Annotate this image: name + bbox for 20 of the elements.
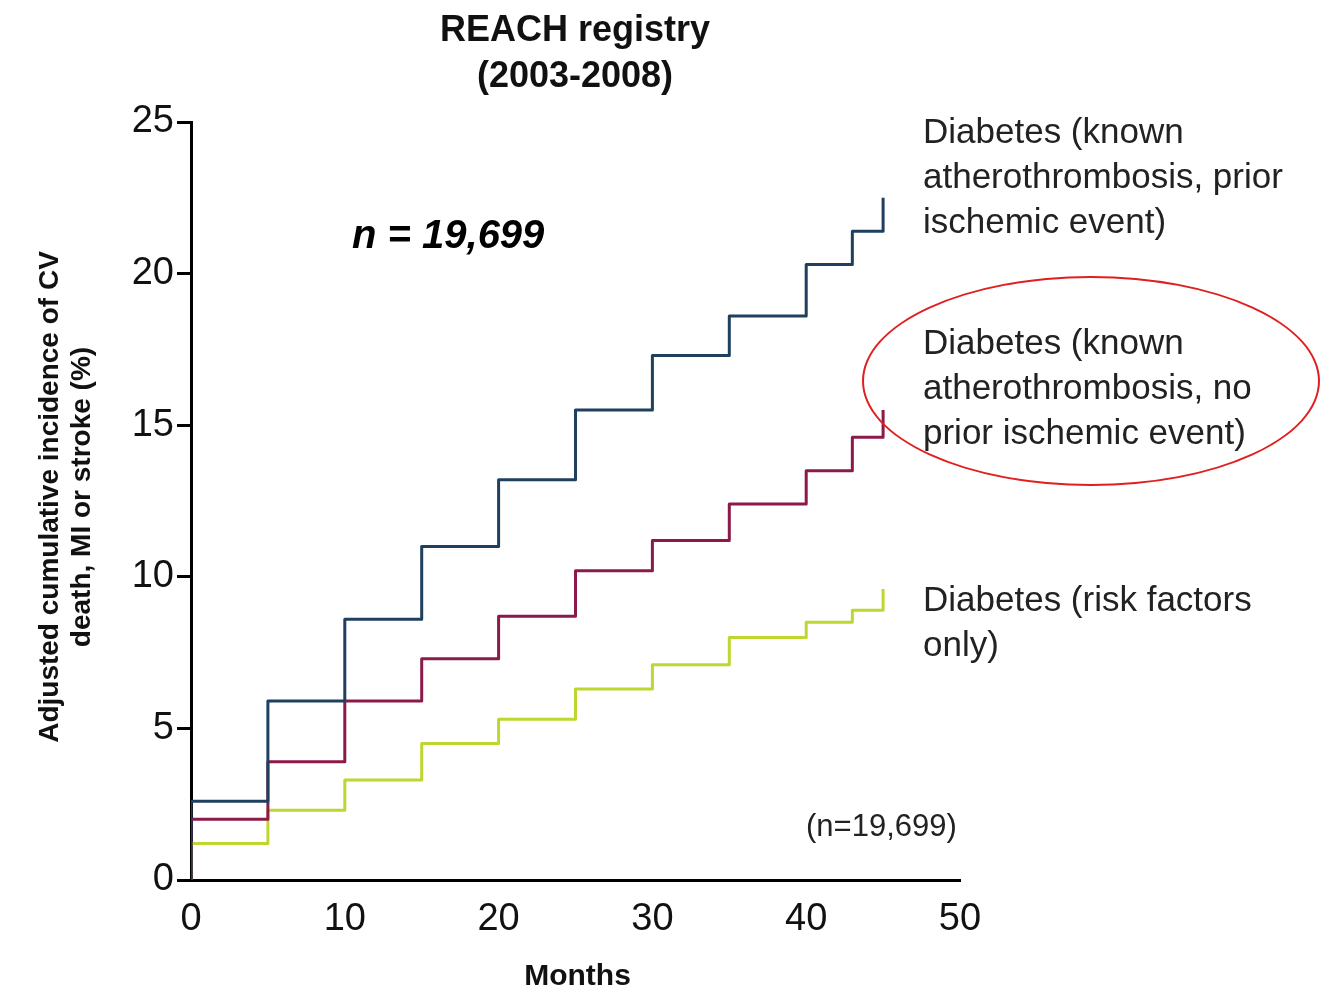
x-tick-label: 50: [938, 896, 982, 939]
y-tick-label: 0: [152, 856, 174, 899]
annotation: (n=19,699): [806, 808, 957, 844]
x-tick-label: 30: [631, 896, 674, 939]
x-tick-label: 0: [180, 896, 202, 939]
x-tick-label: 20: [477, 896, 520, 939]
series-label: Diabetes (known atherothrombosis, prior ischemic event): [923, 110, 1284, 242]
y-tick-label: 10: [131, 553, 174, 596]
annotation: n = 19,699: [352, 212, 545, 257]
y-axis-title: Adjusted cumulative incidence of CV death, MI or stroke (%): [33, 250, 97, 745]
x-tick-label: 10: [323, 896, 366, 939]
x-axis-title: Months: [523, 958, 632, 992]
y-tick-label: 5: [152, 704, 174, 747]
y-tick-label: 25: [131, 98, 174, 141]
x-tick-label: 40: [785, 896, 828, 939]
y-tick-label: 20: [131, 250, 174, 293]
series-label: Diabetes (known atherothrombosis, no prior ischemic event): [923, 321, 1253, 453]
chart-title: REACH registry (2003-2008): [438, 7, 712, 97]
y-tick-label: 15: [131, 401, 174, 444]
series-label: Diabetes (risk factors only): [923, 578, 1253, 665]
